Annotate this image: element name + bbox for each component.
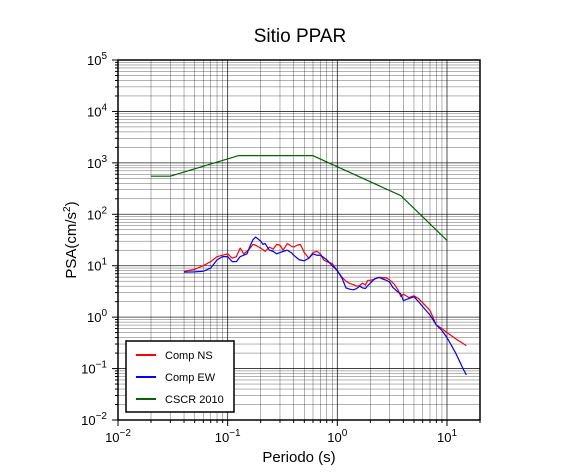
y-tick-label: 100 [87,308,107,325]
plot-frame [117,59,481,421]
series-line-comp-ns [183,242,467,347]
y-tick-label: 105 [87,51,107,68]
y-tick-labels: 10−2 10−1 100 101 102 103 104 105 [81,51,107,428]
chart-title: Sitio PPAR [254,26,347,47]
x-tick-label: 101 [437,428,457,445]
y-tick-label: 10−1 [81,360,107,377]
y-tick-label: 104 [87,102,107,119]
x-tick-label: 100 [327,428,347,445]
series-layer [151,155,467,376]
y-axis-label-exp: 2 [62,206,73,212]
legend-label-comp-ns: Comp NS [165,350,213,362]
y-tick-label: 103 [87,154,107,171]
y-axis-label-close: ) [63,201,80,206]
legend-label-comp-ew: Comp EW [165,372,216,384]
x-tick-label: 10−1 [215,428,241,445]
x-axis-label: Periodo (s) [262,449,335,466]
y-axis-label-base: PSA(cm/s [63,212,80,279]
series-line-comp-ew [184,236,467,376]
y-tick-label: 102 [87,205,107,222]
series-line-cscr-2010 [151,155,448,241]
legend: Comp NS Comp EW CSCR 2010 [125,340,235,413]
x-tick-labels: 10−2 10−1 100 101 [105,428,457,445]
legend-label-cscr-2010: CSCR 2010 [165,394,224,406]
y-tick-label: 10−2 [81,411,107,428]
y-axis-label: PSA(cm/s2) [62,201,80,278]
x-tick-label: 10−2 [105,428,131,445]
y-tick-label: 101 [87,257,107,274]
